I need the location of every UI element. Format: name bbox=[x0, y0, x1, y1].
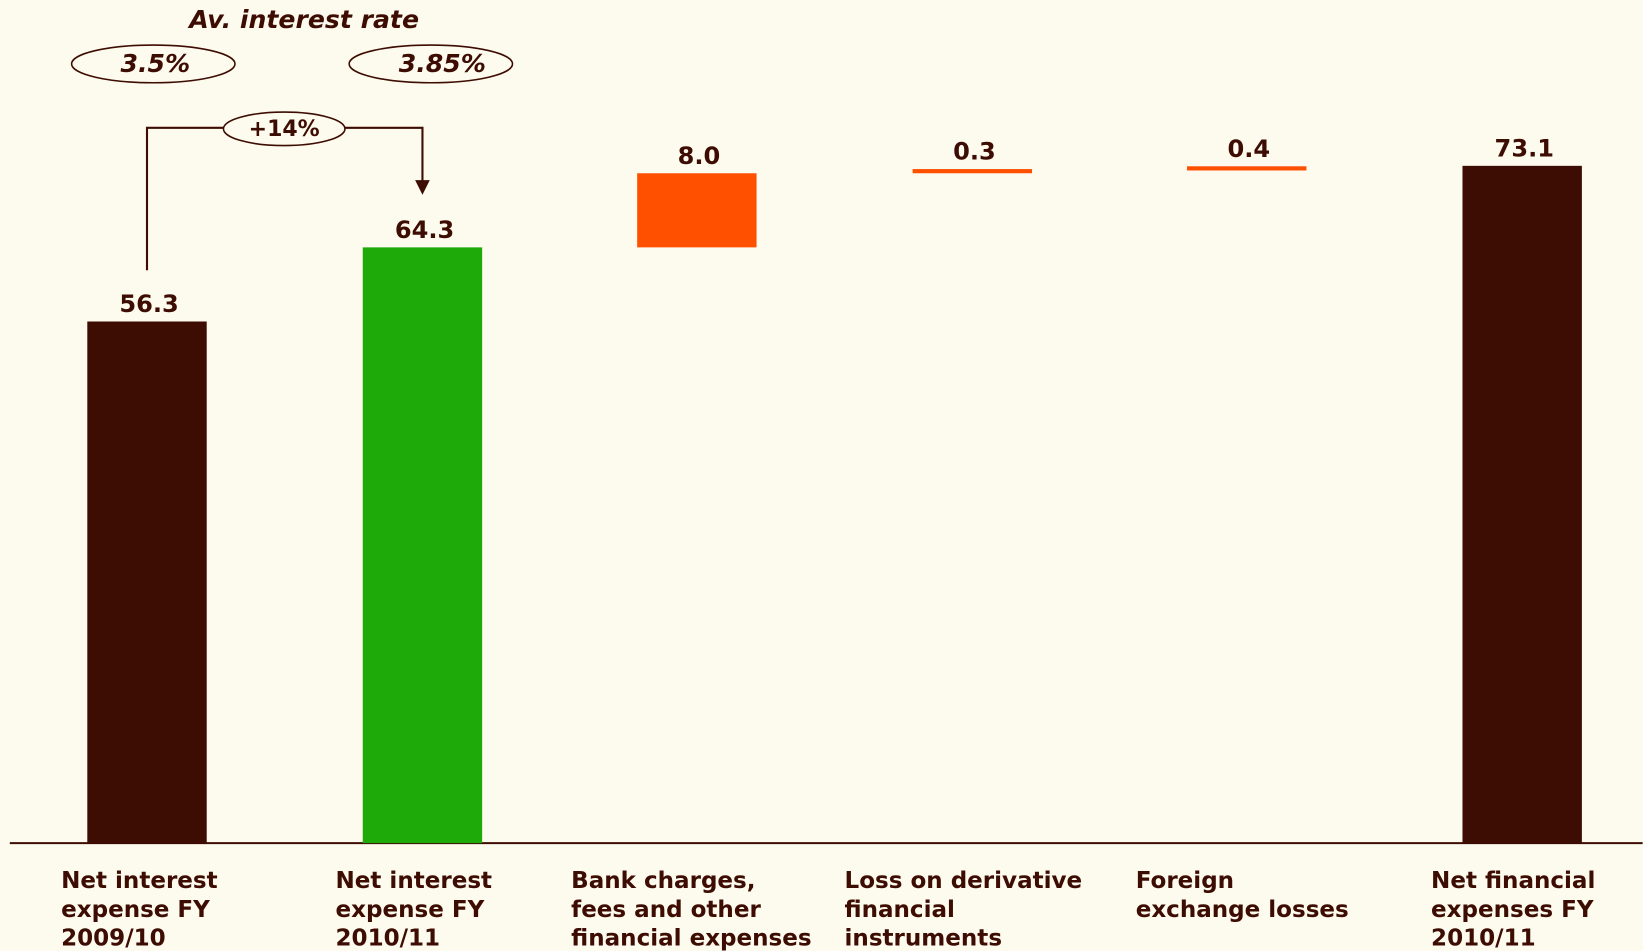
annotation-change: +14% bbox=[249, 117, 320, 142]
annotation-ellipse bbox=[70, 44, 236, 84]
x-tick-label: Foreign bbox=[1136, 868, 1234, 894]
x-tick-label: fees and other bbox=[571, 897, 761, 923]
x-tick-label: Net interest bbox=[61, 868, 218, 894]
annotation-ellipse bbox=[222, 111, 346, 147]
bar bbox=[912, 169, 1033, 174]
value-label: 0.3 bbox=[953, 138, 996, 166]
arrow-head bbox=[415, 180, 430, 195]
bar bbox=[87, 321, 207, 844]
x-tick-label: instruments bbox=[845, 926, 1003, 951]
x-tick-label: exchange losses bbox=[1136, 897, 1349, 923]
x-tick-label: expense FY bbox=[61, 897, 210, 923]
x-tick-label: financial expenses bbox=[571, 926, 811, 951]
x-tick-label: Net interest bbox=[336, 868, 493, 894]
bar bbox=[1462, 165, 1582, 844]
x-tick-label: Net financial bbox=[1431, 868, 1595, 894]
value-label: 73.1 bbox=[1495, 134, 1554, 162]
value-label: 56.3 bbox=[119, 290, 178, 318]
value-label: 0.4 bbox=[1227, 135, 1270, 163]
annotation-rate: 3.85% bbox=[399, 49, 486, 78]
value-label: 64.3 bbox=[395, 216, 454, 244]
x-tick-label: 2009/10 bbox=[61, 926, 166, 951]
x-tick-label: Bank charges, bbox=[571, 868, 755, 894]
value-label: 8.0 bbox=[678, 142, 721, 170]
annotation-rate: 3.5% bbox=[121, 49, 191, 78]
x-tick-label: financial bbox=[845, 897, 955, 923]
connector bbox=[145, 126, 224, 271]
x-tick-label: 2010/11 bbox=[1431, 926, 1536, 951]
bar bbox=[1187, 166, 1307, 171]
annotation-heading: Av. interest rate bbox=[187, 5, 419, 34]
annotation-ellipse bbox=[348, 44, 514, 84]
bar bbox=[637, 173, 757, 248]
x-tick-label: expense FY bbox=[336, 897, 485, 923]
bar bbox=[362, 247, 483, 844]
x-tick-label: 2010/11 bbox=[336, 926, 441, 951]
connector bbox=[344, 126, 424, 184]
x-tick-label: Loss on derivative bbox=[845, 868, 1083, 894]
x-tick-label: expenses FY bbox=[1431, 897, 1594, 923]
